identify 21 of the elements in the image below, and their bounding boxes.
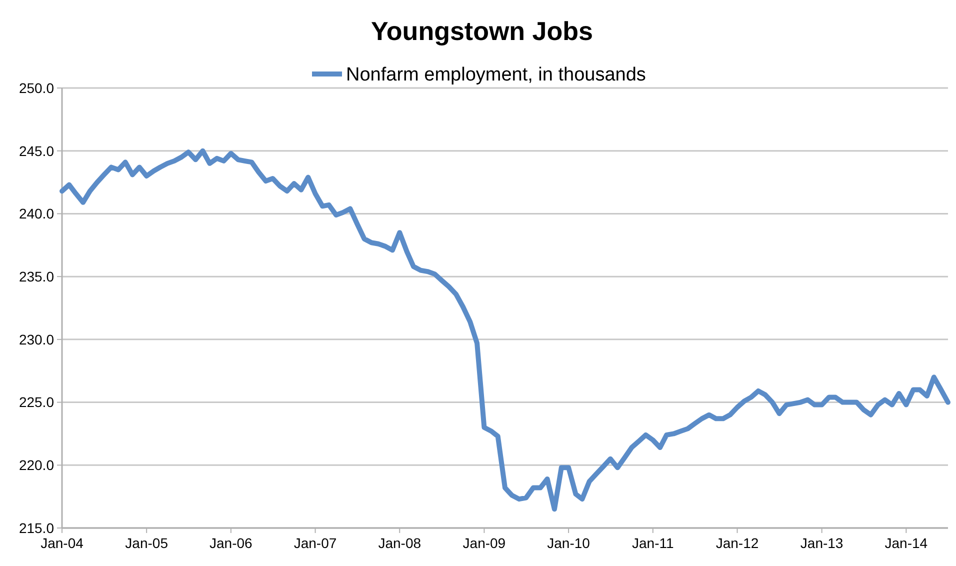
- y-tick-label: 250.0: [18, 80, 54, 96]
- x-tick-label: Jan-08: [378, 535, 422, 551]
- x-tick-label: Jan-07: [294, 535, 337, 551]
- x-tick-label: Jan-14: [884, 535, 928, 551]
- y-tick-label: 215.0: [18, 520, 54, 536]
- x-tick-label: Jan-04: [40, 535, 84, 551]
- x-tick-label: Jan-10: [547, 535, 590, 551]
- x-tick-label: Jan-11: [632, 535, 674, 551]
- x-tick-label: Jan-13: [800, 535, 844, 551]
- y-tick-label: 245.0: [18, 142, 54, 159]
- y-tick-label: 230.0: [18, 331, 54, 348]
- x-tick-label: Jan-12: [716, 535, 759, 551]
- legend-label: Nonfarm employment, in thousands: [346, 64, 646, 86]
- y-tick-label: 240.0: [18, 206, 54, 222]
- y-tick-label: 225.0: [18, 394, 54, 410]
- x-tick-label: Jan-06: [210, 535, 253, 551]
- x-tick-label: Jan-05: [125, 535, 168, 551]
- y-tick-label: 220.0: [18, 457, 54, 474]
- x-tick-label: Jan-09: [462, 535, 506, 551]
- y-tick-label: 235.0: [18, 268, 54, 284]
- chart-title: Youngstown Jobs: [371, 16, 593, 46]
